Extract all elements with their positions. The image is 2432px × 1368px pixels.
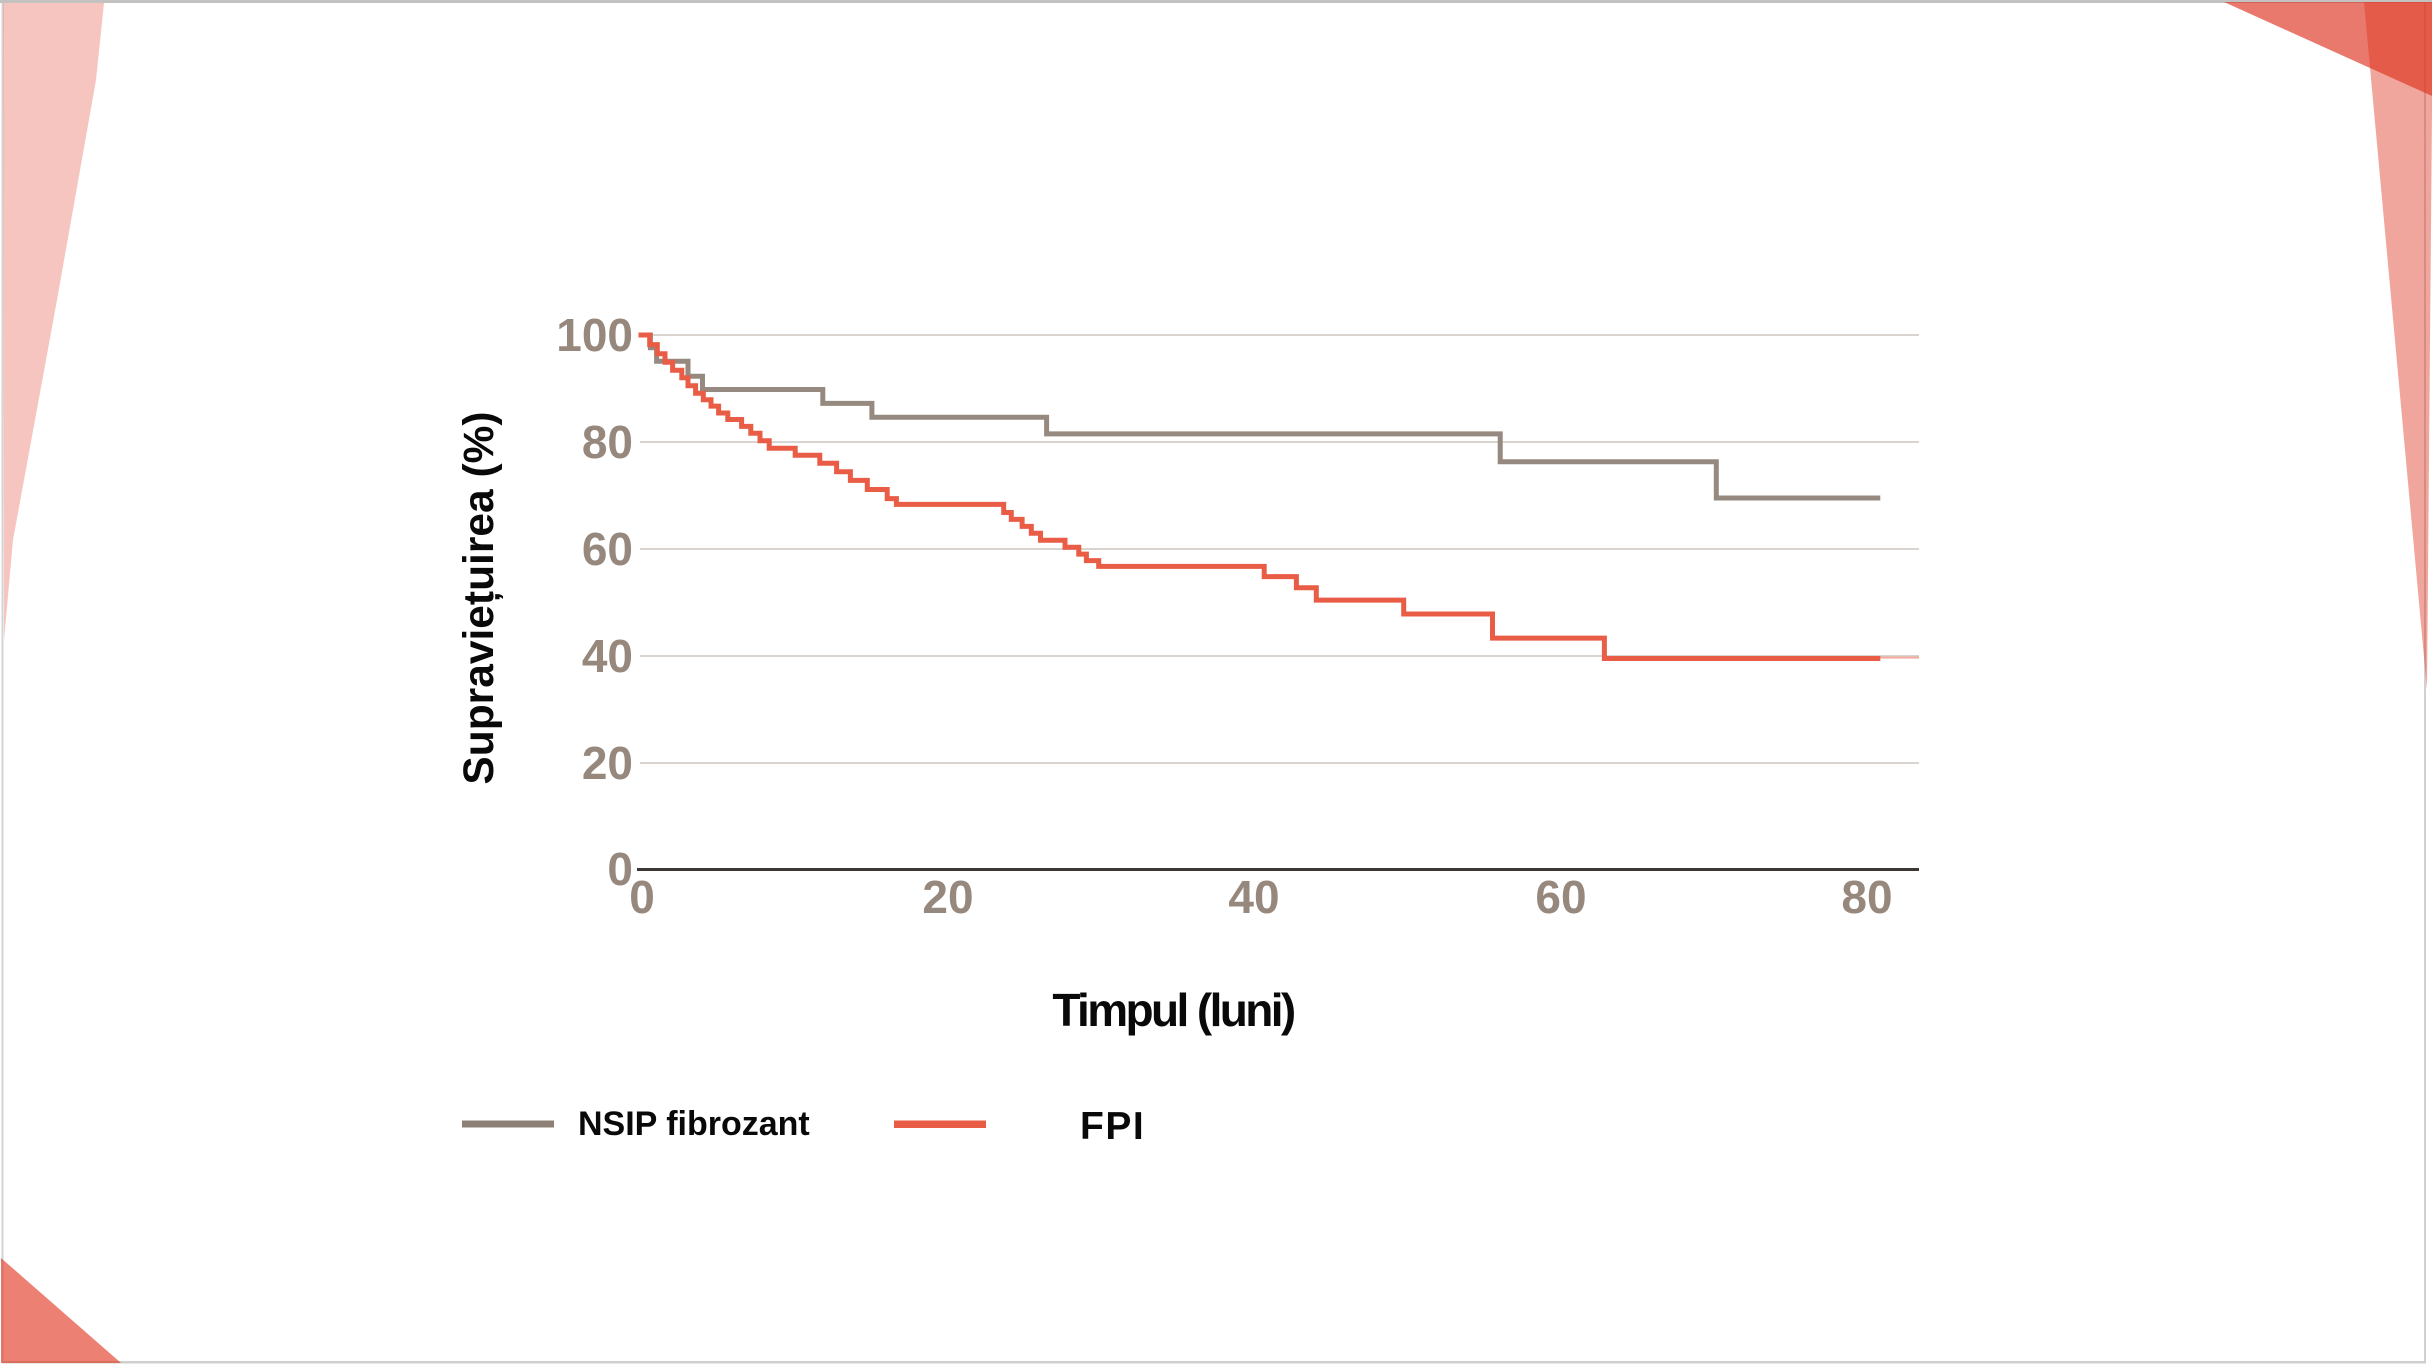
svg-text:60: 60 [1535,871,1586,923]
svg-text:FPI: FPI [1080,1105,1145,1148]
svg-text:100: 100 [556,309,633,361]
svg-text:20: 20 [922,871,973,923]
svg-text:80: 80 [582,416,633,468]
svg-text:NSIP fibrozant: NSIP fibrozant [578,1105,810,1143]
svg-text:80: 80 [1841,871,1892,923]
svg-text:60: 60 [582,523,633,575]
svg-text:0: 0 [607,843,633,895]
svg-text:40: 40 [582,630,633,682]
svg-text:40: 40 [1228,871,1279,923]
svg-text:20: 20 [582,737,633,789]
svg-text:Timpul (luni): Timpul (luni) [1052,984,1295,1036]
svg-text:Supraviețuirea (%): Supraviețuirea (%) [456,411,503,784]
svg-text:0: 0 [629,871,655,923]
